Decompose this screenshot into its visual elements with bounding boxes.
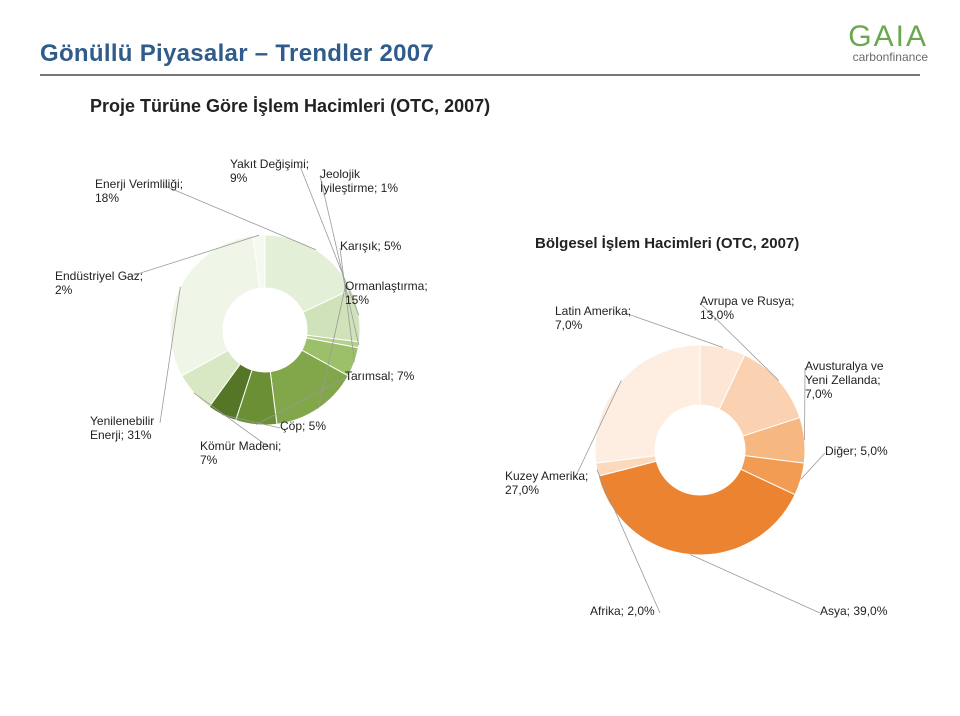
slice-label: Avusturalya ve Yeni Zellanda; 7,0%	[805, 360, 884, 401]
slice-label: Afrika; 2,0%	[590, 605, 655, 619]
leader-line	[597, 470, 660, 613]
leader-line	[801, 453, 825, 479]
donut-slice	[595, 345, 700, 463]
donut-slice	[743, 418, 805, 464]
regional-donut: Latin Amerika; 7,0% Avrupa ve Rusya; 13,0…	[0, 0, 960, 716]
slice-label: Diğer; 5,0%	[825, 445, 888, 459]
slice-label: Asya; 39,0%	[820, 605, 887, 619]
leader-line	[575, 381, 621, 478]
donut-slice	[741, 456, 804, 495]
donut-slice	[596, 456, 657, 476]
slice-label: Latin Amerika; 7,0%	[555, 305, 631, 333]
donut-slice	[598, 461, 795, 555]
slice-label: Kuzey Amerika; 27,0%	[505, 470, 588, 498]
donut-slice	[719, 355, 800, 436]
regional-donut-title: Bölgesel İşlem Hacimleri (OTC, 2007)	[535, 235, 799, 252]
donut-slice	[700, 345, 745, 409]
slice-label: Avrupa ve Rusya; 13,0%	[700, 295, 795, 323]
leader-line	[690, 555, 820, 613]
